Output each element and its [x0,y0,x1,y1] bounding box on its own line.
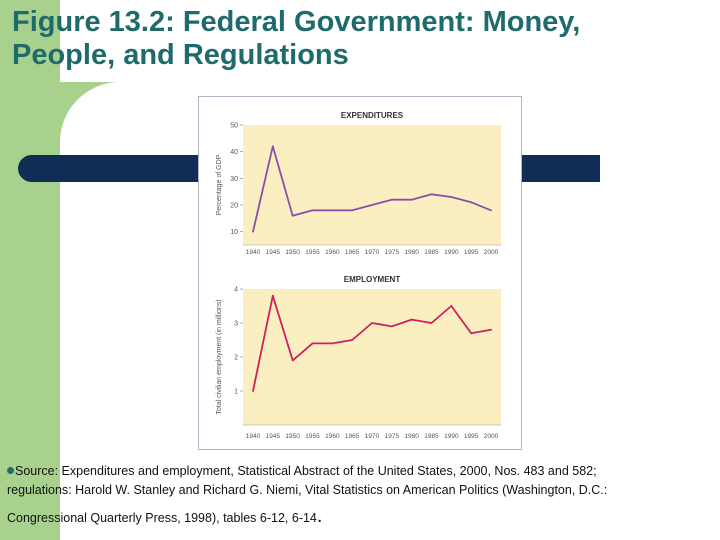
chart-figure: EXPENDITURES Percentage of GDP 10 20 30 40 50 1… [198,96,522,450]
y-tick-label-1-3: 4 [234,287,238,294]
data-point-0-3 [311,209,314,212]
x-tick-label-1-2: 1950 [285,433,300,440]
x-tick-label-1-4: 1960 [325,433,340,440]
x-tick-label-1-3: 1955 [305,433,320,440]
data-point-1-0 [252,390,254,392]
source-line-3: Congressional Quarterly Press, 1998), ta… [7,511,317,525]
y-tick-label-0-0: 10 [230,229,238,236]
x-tick-label-1-10: 1990 [444,433,459,440]
data-point-0-7 [390,198,393,201]
x-tick-label-0-9: 1985 [424,249,439,256]
y-tick-label-0-2: 30 [230,176,238,183]
x-tick-label-1-5: 1965 [345,433,360,440]
x-tick-label-1-7: 1975 [385,433,400,440]
data-point-1-8 [410,318,413,321]
y-tick-label-1-1: 2 [234,355,238,362]
title-area: Figure 13.2: Federal Government: Money, … [0,0,720,82]
x-tick-label-1-12: 2000 [484,433,499,440]
y-tick-label-0-1: 20 [230,203,238,210]
x-tick-label-0-4: 1960 [325,249,340,256]
data-point-0-10 [450,196,453,198]
data-point-0-12 [490,209,492,212]
bullet-icon [7,467,14,474]
x-tick-label-1-1: 1945 [266,433,281,440]
slide-title-line-2: People, and Regulations [12,39,349,71]
title-accent-band [0,0,60,82]
x-tick-label-1-6: 1970 [365,433,380,440]
data-point-0-1 [271,145,274,148]
data-point-0-8 [410,198,413,201]
y-tick-label-0-3: 40 [230,149,238,156]
data-point-1-10 [450,305,453,307]
data-point-1-4 [331,342,334,345]
x-tick-label-1-11: 1995 [464,433,479,440]
y-tick-label-1-2: 3 [234,321,238,328]
data-point-1-12 [490,328,492,331]
data-point-0-4 [331,209,334,212]
chart-title-0: EXPENDITURES [341,111,404,120]
x-tick-label-1-0: 1940 [246,433,261,440]
corner-curve-decoration [60,82,120,142]
x-tick-label-0-7: 1975 [385,249,400,256]
data-point-1-2 [291,359,294,362]
x-tick-label-0-2: 1950 [285,249,300,256]
y-axis-label-0: Percentage of GDP [216,154,223,215]
x-tick-label-0-0: 1940 [246,249,261,256]
source-line-2: regulations: Harold W. Stanley and Richa… [7,483,608,497]
data-point-0-5 [351,209,354,212]
data-point-0-0 [252,230,254,233]
x-tick-label-0-10: 1990 [444,249,459,256]
x-tick-label-0-11: 1995 [464,249,479,256]
x-tick-label-1-8: 1980 [404,433,419,440]
source-line-1: Source: Expenditures and employment, Sta… [15,464,597,478]
x-tick-label-0-6: 1970 [365,249,380,256]
data-point-1-9 [430,322,433,324]
plot-area-1 [243,289,501,425]
data-point-0-2 [291,214,294,217]
x-tick-label-1-9: 1985 [424,433,439,440]
source-caption: Source: Expenditures and employment, Sta… [7,462,713,528]
slide-title: Figure 13.2: Federal Government: Money, … [12,6,712,72]
x-tick-label-0-8: 1980 [404,249,419,256]
left-accent-band [0,0,60,540]
source-end-mark: . [316,505,323,527]
plot-area-0 [243,125,501,245]
data-point-0-11 [470,201,473,204]
x-tick-label-0-3: 1955 [305,249,320,256]
chart-canvas: EXPENDITURES Percentage of GDP 10 20 30 40 50 1… [216,111,501,440]
y-tick-label-0-4: 50 [230,123,238,130]
y-axis-label-1: Total civilian employment (in millions) [216,299,223,414]
slide-title-line-1: Figure 13.2: Federal Government: Money, [12,6,581,38]
x-tick-label-0-1: 1945 [266,249,281,256]
data-point-1-1 [271,294,274,297]
data-point-0-6 [371,204,373,206]
data-point-1-3 [311,342,314,345]
y-tick-label-1-0: 1 [234,389,238,396]
x-tick-label-0-5: 1965 [345,249,360,256]
data-point-1-7 [390,325,393,328]
data-point-1-6 [371,322,373,324]
data-point-1-11 [470,332,473,335]
x-tick-label-0-12: 2000 [484,249,499,256]
data-point-1-5 [351,339,354,341]
data-point-0-9 [430,193,433,196]
chart-title-1: EMPLOYMENT [344,275,401,284]
